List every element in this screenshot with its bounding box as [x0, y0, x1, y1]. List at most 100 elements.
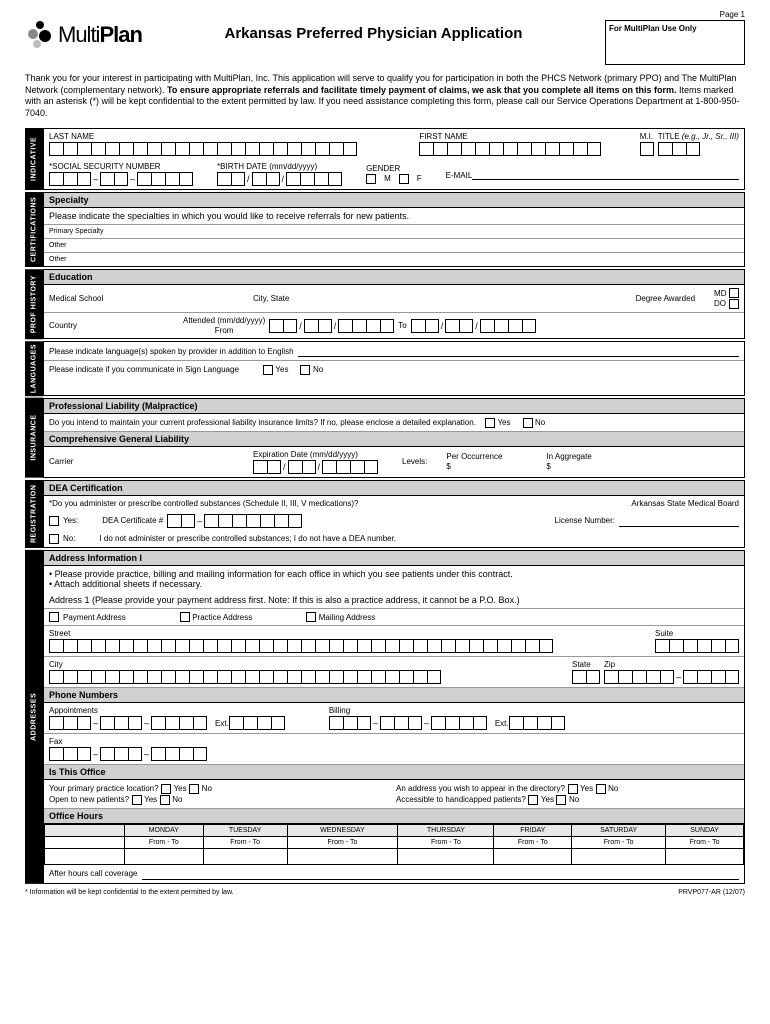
fax-input[interactable]: ––: [49, 747, 207, 761]
license-label: License Number:: [555, 516, 615, 525]
state-input[interactable]: [572, 670, 600, 684]
open-no[interactable]: [160, 795, 170, 805]
country-label: Country: [49, 321, 179, 330]
med-school-label: Medical School: [49, 294, 249, 303]
first-name-input[interactable]: [419, 142, 635, 156]
md-checkbox[interactable]: [729, 288, 739, 298]
page-number: Page 1: [720, 10, 745, 19]
ins-yes-checkbox[interactable]: [485, 418, 495, 428]
degree-label: Degree Awarded: [636, 294, 695, 303]
suite-input[interactable]: [655, 639, 739, 653]
gender-m-checkbox[interactable]: [366, 174, 376, 184]
tab-registration: REGISTRATION: [25, 480, 43, 548]
other-specialty-2[interactable]: Other: [44, 253, 744, 266]
carrier-label: Carrier: [49, 457, 249, 466]
appt-label: Appointments: [49, 706, 285, 715]
tab-prof-history: PROF HISTORY: [25, 269, 43, 339]
primary-yes[interactable]: [161, 784, 171, 794]
practice-checkbox[interactable]: [180, 612, 190, 622]
primary-specialty[interactable]: Primary Specialty: [44, 225, 744, 239]
street-input[interactable]: [49, 639, 651, 653]
general-liability-head: Comprehensive General Liability: [44, 432, 744, 447]
access-no[interactable]: [556, 795, 566, 805]
sign-no-checkbox[interactable]: [300, 365, 310, 375]
dea-cert-input[interactable]: –: [167, 514, 302, 528]
footer: * Information will be kept confidential …: [25, 889, 745, 896]
dea-head: DEA Certification: [44, 481, 744, 496]
exp-input[interactable]: //: [253, 460, 378, 474]
specialty-desc: Please indicate the specialties in which…: [44, 208, 744, 225]
after-hours-input[interactable]: [142, 868, 740, 880]
gender-label: GENDER: [366, 164, 422, 173]
use-only-box: For MultiPlan Use Only: [605, 20, 745, 65]
payment-checkbox[interactable]: [49, 612, 59, 622]
page-title: Arkansas Preferred Physician Application: [142, 20, 605, 42]
email-input[interactable]: [472, 168, 739, 180]
lang-q1: Please indicate language(s) spoken by pr…: [49, 347, 294, 356]
email-label: E-MAIL: [446, 171, 473, 180]
mailing-checkbox[interactable]: [306, 612, 316, 622]
zip-label: Zip: [604, 660, 739, 669]
ssn-input[interactable]: ––: [49, 172, 193, 186]
dea-no-checkbox[interactable]: [49, 534, 59, 544]
board-label: Arkansas State Medical Board: [631, 499, 739, 508]
city-input[interactable]: [49, 670, 568, 684]
header: MultiPlan Arkansas Preferred Physician A…: [25, 20, 745, 65]
bdate-label: *BIRTH DATE (mm/dd/yyyy): [217, 162, 342, 171]
specialty-head: Specialty: [44, 193, 744, 208]
fax-label: Fax: [49, 737, 207, 746]
mi-label: M.I.: [640, 132, 654, 141]
suite-label: Suite: [655, 629, 739, 638]
ins-q1: Do you intend to maintain your current p…: [49, 418, 476, 427]
logo: MultiPlan: [25, 20, 142, 50]
address-head: Address Information I: [44, 551, 744, 566]
exp-label: Expiration Date (mm/dd/yyyy): [253, 450, 378, 459]
city-state-label: City, State: [253, 294, 453, 303]
title-label: TITLE (e.g., Jr., Sr., III): [658, 132, 739, 141]
lang-input[interactable]: [298, 345, 739, 357]
last-name-input[interactable]: [49, 142, 415, 156]
dir-no[interactable]: [596, 784, 606, 794]
phone-head: Phone Numbers: [44, 688, 744, 703]
ssn-label: *SOCIAL SECURITY NUMBER: [49, 162, 193, 171]
street-label: Street: [49, 629, 651, 638]
tab-insurance: INSURANCE: [25, 398, 43, 478]
zip-input[interactable]: –: [604, 670, 739, 684]
lang-q2: Please indicate if you communicate in Si…: [49, 365, 239, 374]
levels-label: Levels:: [402, 457, 427, 466]
dir-yes[interactable]: [568, 784, 578, 794]
after-hours-label: After hours call coverage: [49, 869, 138, 878]
license-input[interactable]: [619, 515, 739, 527]
primary-no[interactable]: [189, 784, 199, 794]
address-bullets: • Please provide practice, billing and m…: [44, 566, 744, 592]
education-head: Education: [44, 270, 744, 285]
ins-no-checkbox[interactable]: [523, 418, 533, 428]
attended-to-input[interactable]: //: [411, 319, 536, 333]
hours-table: MONDAYTUESDAYWEDNESDAYTHURSDAYFRIDAYSATU…: [44, 824, 744, 865]
tab-addresses: ADDRESSES: [25, 550, 43, 884]
last-name-label: LAST NAME: [49, 132, 415, 141]
address1-note: Address 1 (Please provide your payment a…: [44, 592, 744, 609]
first-name-label: FIRST NAME: [419, 132, 635, 141]
hours-head: Office Hours: [44, 809, 744, 824]
appt-input[interactable]: ––Ext.: [49, 716, 285, 730]
mi-input[interactable]: [640, 142, 654, 156]
open-yes[interactable]: [132, 795, 142, 805]
attended-from-input[interactable]: //: [269, 319, 394, 333]
bdate-input[interactable]: //: [217, 172, 342, 186]
access-yes[interactable]: [528, 795, 538, 805]
dea-cert-label: DEA Certificate #: [102, 516, 163, 525]
billing-input[interactable]: ––Ext.: [329, 716, 565, 730]
dea-yes-checkbox[interactable]: [49, 516, 59, 526]
multiplan-icon: [25, 20, 55, 50]
other-specialty-1[interactable]: Other: [44, 239, 744, 253]
title-input[interactable]: [658, 142, 739, 156]
malpractice-head: Professional Liability (Malpractice): [44, 399, 744, 414]
city-label: City: [49, 660, 568, 669]
office-head: Is This Office: [44, 765, 744, 780]
do-checkbox[interactable]: [729, 299, 739, 309]
sign-yes-checkbox[interactable]: [263, 365, 273, 375]
tab-indicative: INDICATIVE: [25, 128, 43, 190]
gender-f-checkbox[interactable]: [399, 174, 409, 184]
billing-label: Billing: [329, 706, 565, 715]
